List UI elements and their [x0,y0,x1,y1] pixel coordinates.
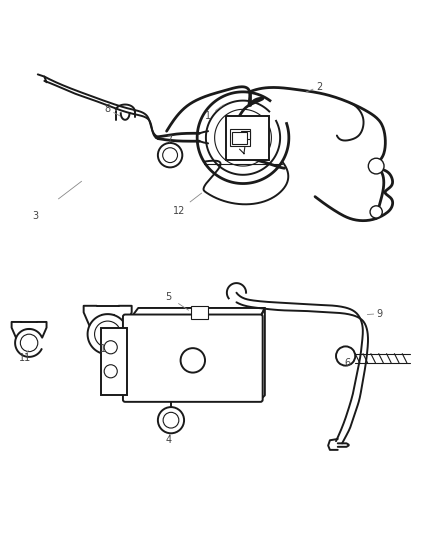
Circle shape [158,143,182,167]
Text: 3: 3 [32,211,39,221]
FancyBboxPatch shape [123,314,263,402]
Circle shape [368,158,384,174]
Circle shape [162,148,177,163]
Circle shape [104,365,117,378]
Text: 7: 7 [166,135,173,145]
Circle shape [20,334,38,352]
Text: 4: 4 [166,435,172,445]
Text: 1: 1 [205,111,211,121]
Text: 11: 11 [18,353,31,363]
Text: 12: 12 [173,206,185,216]
Circle shape [180,348,205,373]
Text: 9: 9 [377,309,383,319]
Circle shape [95,321,121,348]
Text: 6: 6 [345,358,351,368]
Bar [191,306,208,319]
Circle shape [336,346,355,366]
Bar [232,132,247,144]
Bar [226,116,269,159]
Bar [241,131,250,139]
Circle shape [163,413,179,428]
Bar [101,328,127,395]
Text: 10: 10 [100,344,113,354]
Text: 2: 2 [316,82,322,92]
Text: 8: 8 [105,104,111,114]
Circle shape [104,341,117,354]
Text: 5: 5 [166,292,172,302]
Circle shape [370,206,382,218]
Circle shape [158,407,184,433]
Bar [230,129,250,147]
